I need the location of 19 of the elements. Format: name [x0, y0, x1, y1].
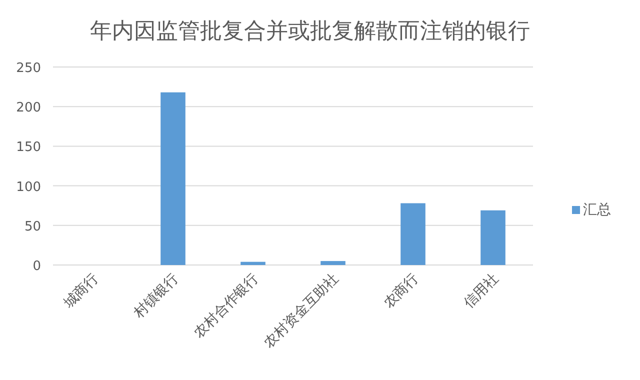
y-tick-label: 250 [16, 61, 41, 76]
bar [480, 210, 506, 265]
chart-title: 年内因监管批复合并或批复解散而注销的银行 [90, 19, 530, 44]
bar [320, 261, 346, 265]
y-tick-label: 150 [16, 140, 41, 156]
legend-label: 汇总 [583, 202, 611, 218]
x-tick-label: 农商行 [380, 270, 422, 312]
bar [400, 203, 426, 265]
x-tick-label: 信用社 [460, 270, 502, 312]
x-tick-label: 农村合作银行 [191, 270, 262, 342]
y-tick-label: 200 [16, 100, 41, 116]
x-tick-label: 村镇银行 [130, 270, 182, 322]
bar [160, 92, 186, 265]
x-tick-label: 城商行 [60, 270, 102, 312]
y-tick-label: 0 [32, 259, 41, 274]
x-tick-label: 农村资金互助社 [261, 270, 342, 352]
y-tick-label: 100 [16, 180, 41, 195]
y-tick-label: 50 [24, 219, 41, 234]
bar [240, 262, 266, 265]
